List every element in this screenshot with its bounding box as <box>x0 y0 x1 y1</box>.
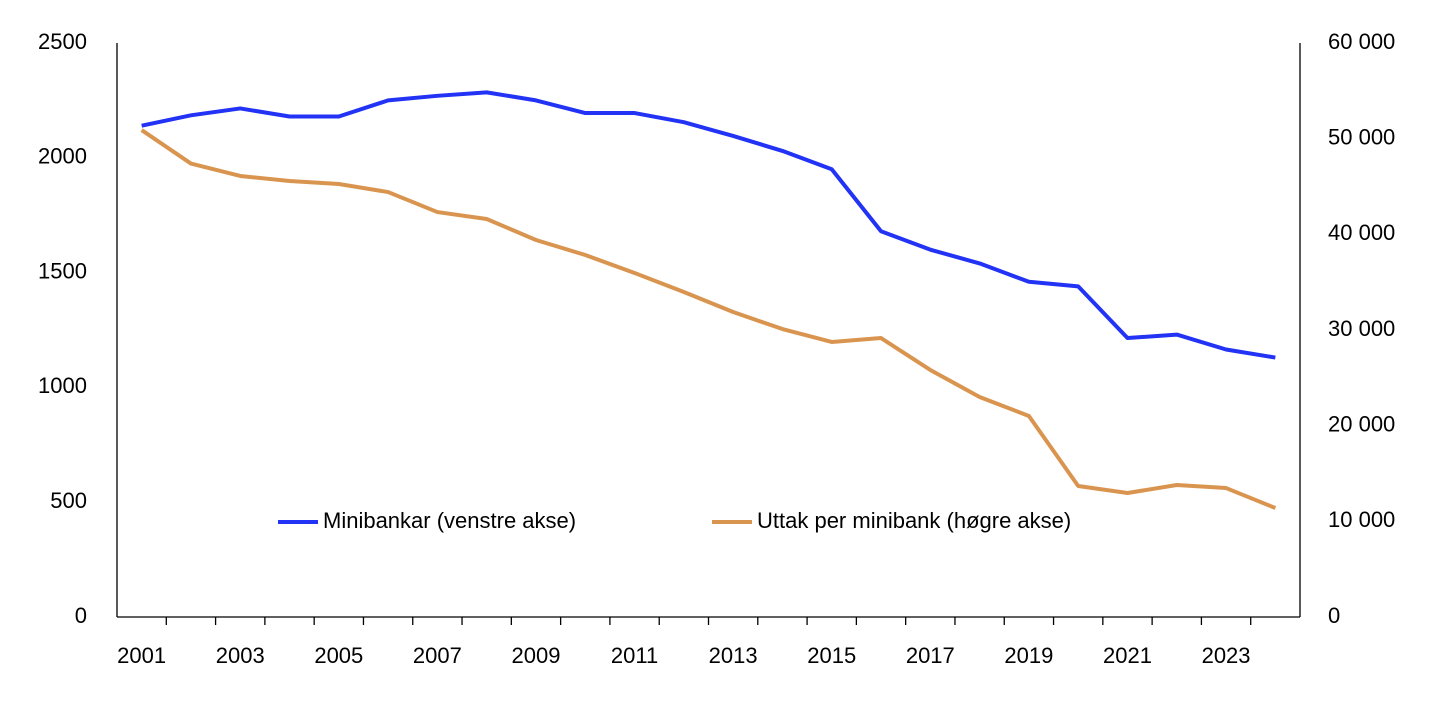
y-tick-label: 1500 <box>38 258 87 283</box>
y2-tick-label: 20 000 <box>1328 411 1395 436</box>
series-line <box>141 90 1276 360</box>
x-tick-label: 2009 <box>512 643 561 668</box>
legend-label: Minibankar (venstre akse) <box>323 508 576 533</box>
series-line <box>140 128 1277 510</box>
y-tick-label: 2500 <box>38 29 87 54</box>
y-tick-label: 0 <box>75 603 87 628</box>
x-tick-label: 2019 <box>1004 643 1053 668</box>
x-tick-label: 2017 <box>906 643 955 668</box>
y2-tick-label: 40 000 <box>1328 220 1395 245</box>
x-tick-label: 2007 <box>413 643 462 668</box>
x-tick-label: 2023 <box>1202 643 1251 668</box>
y2-tick-label: 30 000 <box>1328 316 1395 341</box>
y2-tick-label: 10 000 <box>1328 507 1395 532</box>
y2-tick-label: 50 000 <box>1328 124 1395 149</box>
legend-label: Uttak per minibank (høgre akse) <box>757 508 1071 533</box>
y-tick-label: 1000 <box>38 373 87 398</box>
y-tick-label: 2000 <box>38 144 87 169</box>
y-tick-label: 500 <box>50 488 87 513</box>
x-tick-label: 2011 <box>611 643 658 668</box>
y2-tick-label: 60 000 <box>1328 29 1395 54</box>
y2-tick-label: 0 <box>1328 603 1340 628</box>
x-tick-label: 2003 <box>216 643 265 668</box>
x-tick-label: 2013 <box>709 643 758 668</box>
x-tick-label: 2021 <box>1103 643 1152 668</box>
x-tick-label: 2001 <box>117 643 166 668</box>
x-tick-label: 2015 <box>807 643 856 668</box>
x-tick-label: 2005 <box>314 643 363 668</box>
